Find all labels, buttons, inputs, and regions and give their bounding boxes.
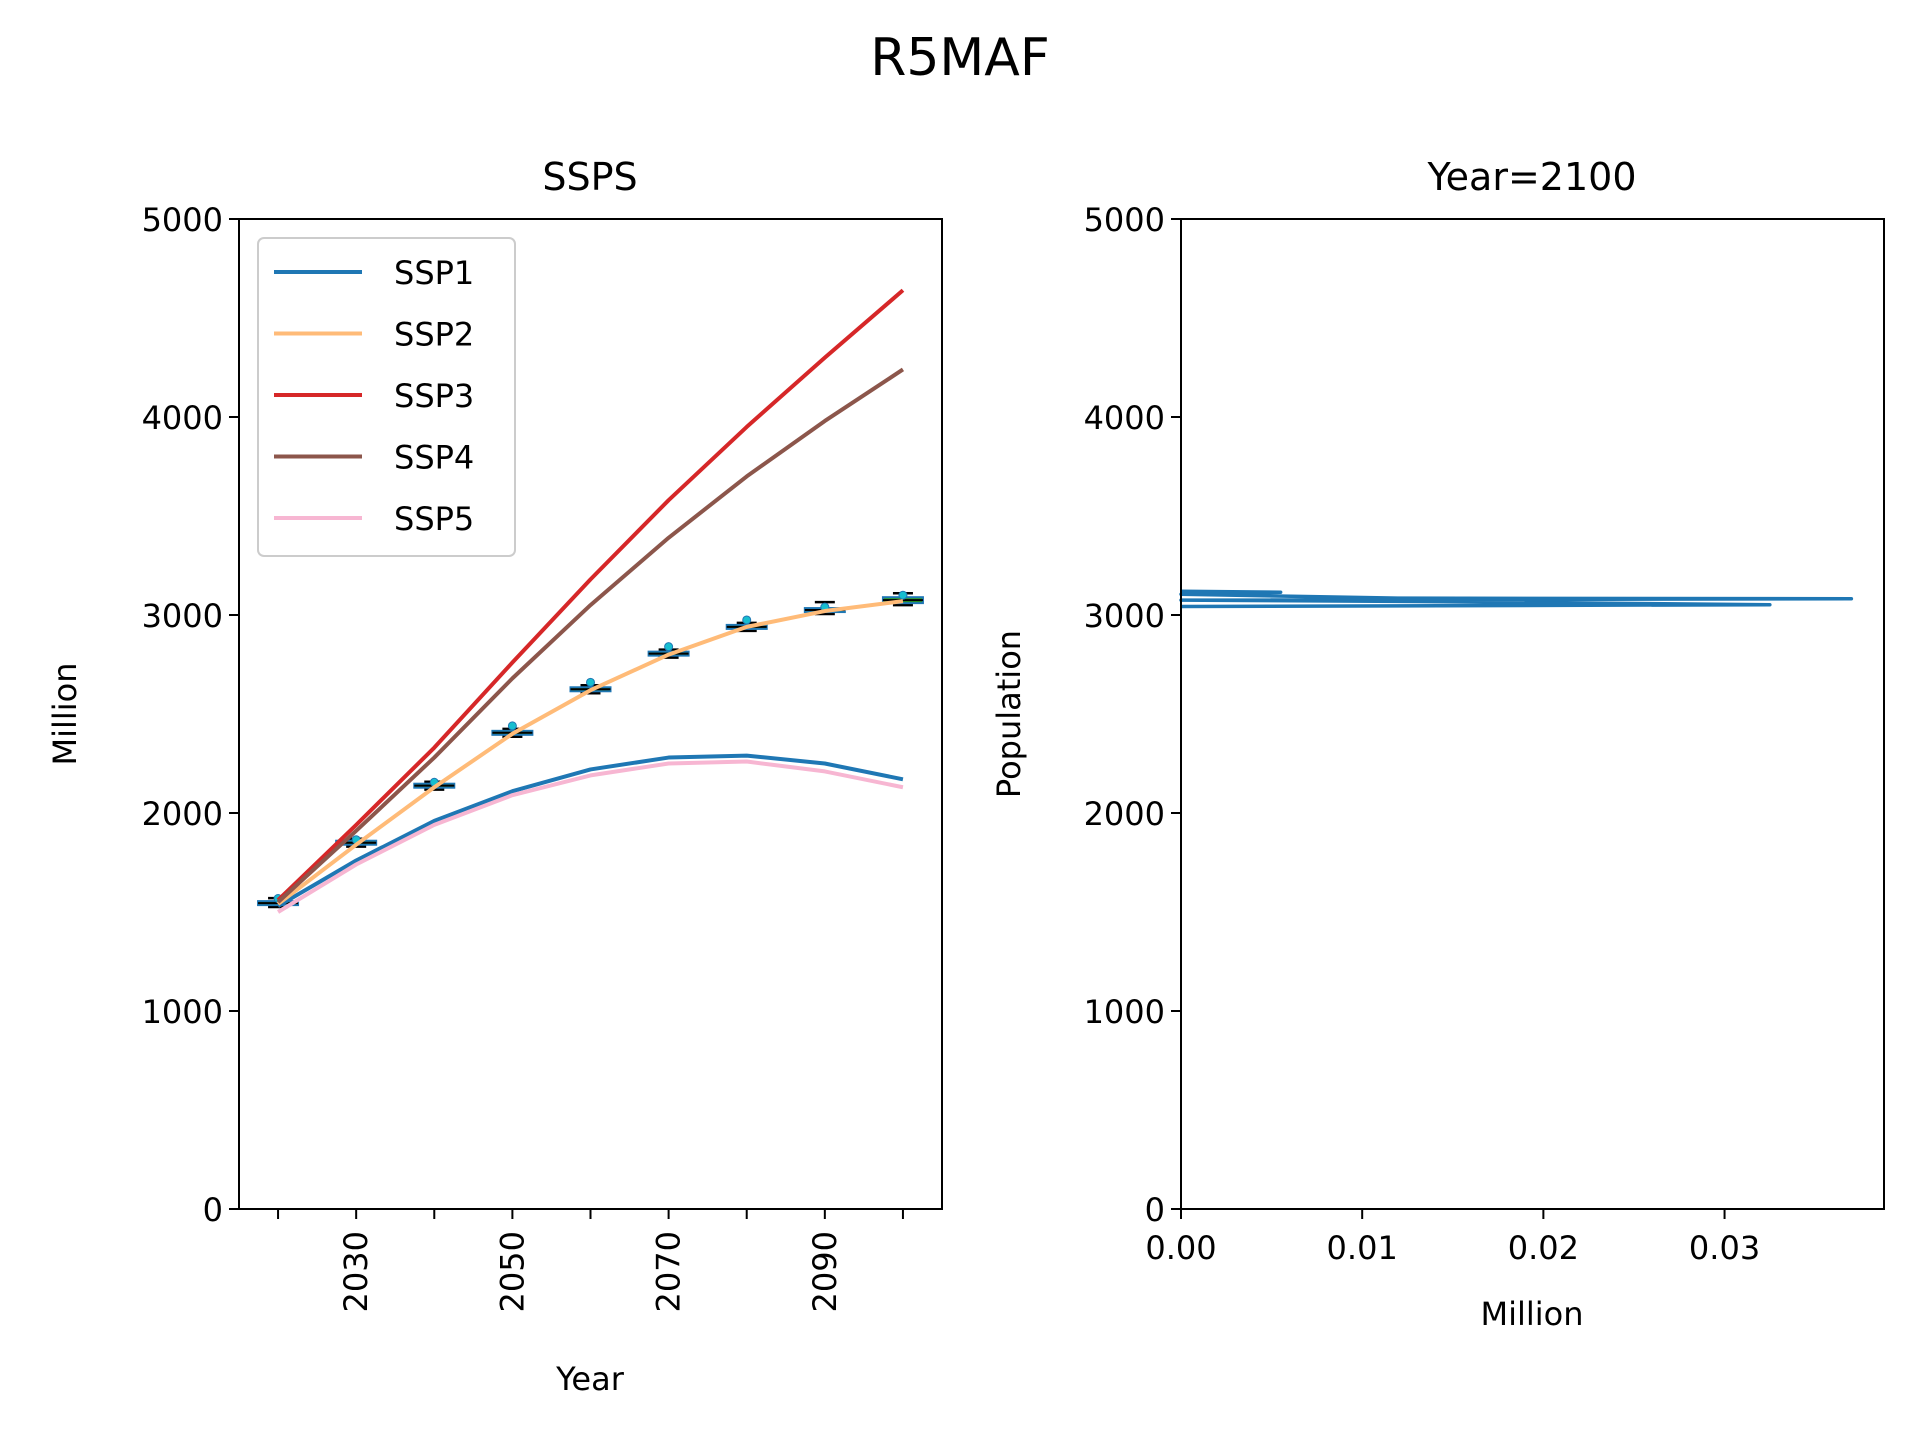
- series-line-ssp1: [277, 753, 904, 908]
- left-x-tick-label: 2090: [806, 1231, 844, 1312]
- legend-label-ssp2: SSP2: [394, 316, 474, 354]
- left-axis-ticks: 0 1000 2000 3000 4000 5000 2030 2050 2070 2090: [142, 201, 904, 1312]
- right-series-lines: [1179, 589, 1854, 609]
- right-y-tick-label: 0: [1145, 1191, 1165, 1229]
- series-line-ssp2: [276, 599, 904, 906]
- right-y-axis-label: Population: [990, 630, 1028, 798]
- legend: SSP1 SSP2 SSP3 SSP4 SSP5: [257, 237, 516, 557]
- left-x-tick-label: 2070: [650, 1231, 688, 1312]
- left-series-lines: [276, 288, 905, 914]
- left-x-tick-label: 2050: [493, 1231, 531, 1312]
- left-y-tick-label: 0: [203, 1191, 223, 1229]
- left-chart-panel: SSPS 0 1000 2000 3000 4000 5000 2030 2050 2070 20…: [46, 155, 943, 1398]
- right-y-tick-label: 4000: [1084, 399, 1165, 437]
- left-y-tick-label: 3000: [142, 597, 223, 635]
- population-distribution-line: [1179, 589, 1854, 609]
- right-x-tick-label: 0.00: [1145, 1229, 1216, 1267]
- series-line-ssp5: [277, 759, 904, 914]
- left-x-axis-label: Year: [555, 1360, 625, 1398]
- left-x-tick-label: 2030: [337, 1231, 375, 1312]
- right-y-tick-label: 1000: [1084, 993, 1165, 1031]
- figure-title: R5MAF: [870, 28, 1050, 88]
- left-y-tick-label: 2000: [142, 795, 223, 833]
- legend-label-ssp5: SSP5: [394, 500, 474, 538]
- right-x-axis-label: Million: [1480, 1295, 1583, 1333]
- box-flier: [507, 721, 517, 731]
- left-y-tick-label: 4000: [142, 399, 223, 437]
- box-flier: [586, 677, 595, 687]
- legend-box: [257, 237, 516, 557]
- left-y-tick-label: 1000: [142, 993, 223, 1031]
- box-flier: [898, 590, 908, 600]
- right-x-tick-label: 0.01: [1327, 1229, 1398, 1267]
- right-axis-ticks: 0 1000 2000 3000 4000 5000 0.00 0.01 0.02 0.03: [1084, 201, 1761, 1267]
- legend-label-ssp1: SSP1: [394, 254, 474, 292]
- right-chart-title: Year=2100: [1427, 155, 1637, 199]
- left-chart-title: SSPS: [542, 155, 637, 199]
- right-y-tick-label: 5000: [1084, 201, 1165, 239]
- left-y-axis-label: Million: [46, 662, 84, 765]
- left-y-tick-label: 5000: [142, 201, 223, 239]
- left-axes-frame: [238, 218, 943, 1210]
- series-line-ssp4: [276, 367, 905, 904]
- legend-label-ssp4: SSP4: [394, 439, 474, 477]
- right-axes-frame: [1180, 218, 1885, 1210]
- box-flier: [664, 642, 674, 652]
- series-line-ssp3: [276, 288, 905, 902]
- box-flier: [742, 615, 752, 625]
- right-y-tick-label: 2000: [1084, 795, 1165, 833]
- right-y-tick-label: 3000: [1084, 597, 1165, 635]
- right-x-tick-label: 0.03: [1689, 1229, 1760, 1267]
- legend-label-ssp3: SSP3: [394, 377, 474, 415]
- right-x-tick-label: 0.02: [1508, 1229, 1579, 1267]
